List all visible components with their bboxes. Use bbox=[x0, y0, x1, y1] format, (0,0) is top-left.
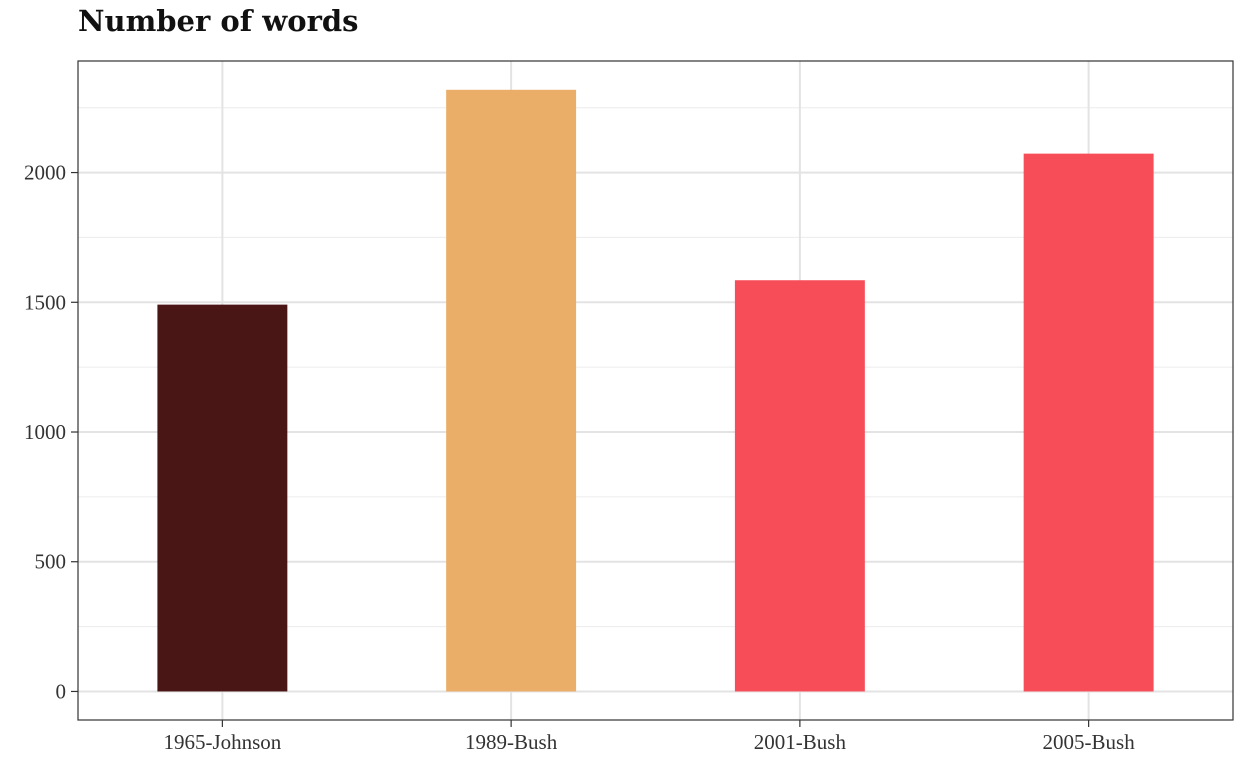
plot-panel-border bbox=[77, 60, 1234, 721]
x-tick-label: 1989-Bush bbox=[465, 730, 558, 754]
y-axis: 0 500 1000 1500 2000 bbox=[24, 161, 78, 703]
x-tick-label: 2001-Bush bbox=[754, 730, 847, 754]
bar-1989-bush bbox=[446, 89, 577, 692]
x-tick-label: 2005-Bush bbox=[1043, 730, 1136, 754]
y-tick-label: 1000 bbox=[24, 420, 66, 444]
x-axis: 1965-Johnson 1989-Bush 2001-Bush 2005-Bush bbox=[163, 720, 1135, 754]
x-tick-label: 1965-Johnson bbox=[163, 730, 281, 754]
bars bbox=[157, 89, 1154, 692]
bar-1965-johnson bbox=[157, 304, 288, 692]
bar-2001-bush bbox=[734, 280, 865, 692]
y-tick-label: 0 bbox=[56, 679, 67, 703]
bar-2005-bush bbox=[1023, 153, 1154, 692]
y-tick-label: 2000 bbox=[24, 161, 66, 185]
y-tick-label: 1500 bbox=[24, 290, 66, 314]
y-tick-label: 500 bbox=[35, 550, 67, 574]
chart-title: Number of words bbox=[78, 4, 359, 38]
